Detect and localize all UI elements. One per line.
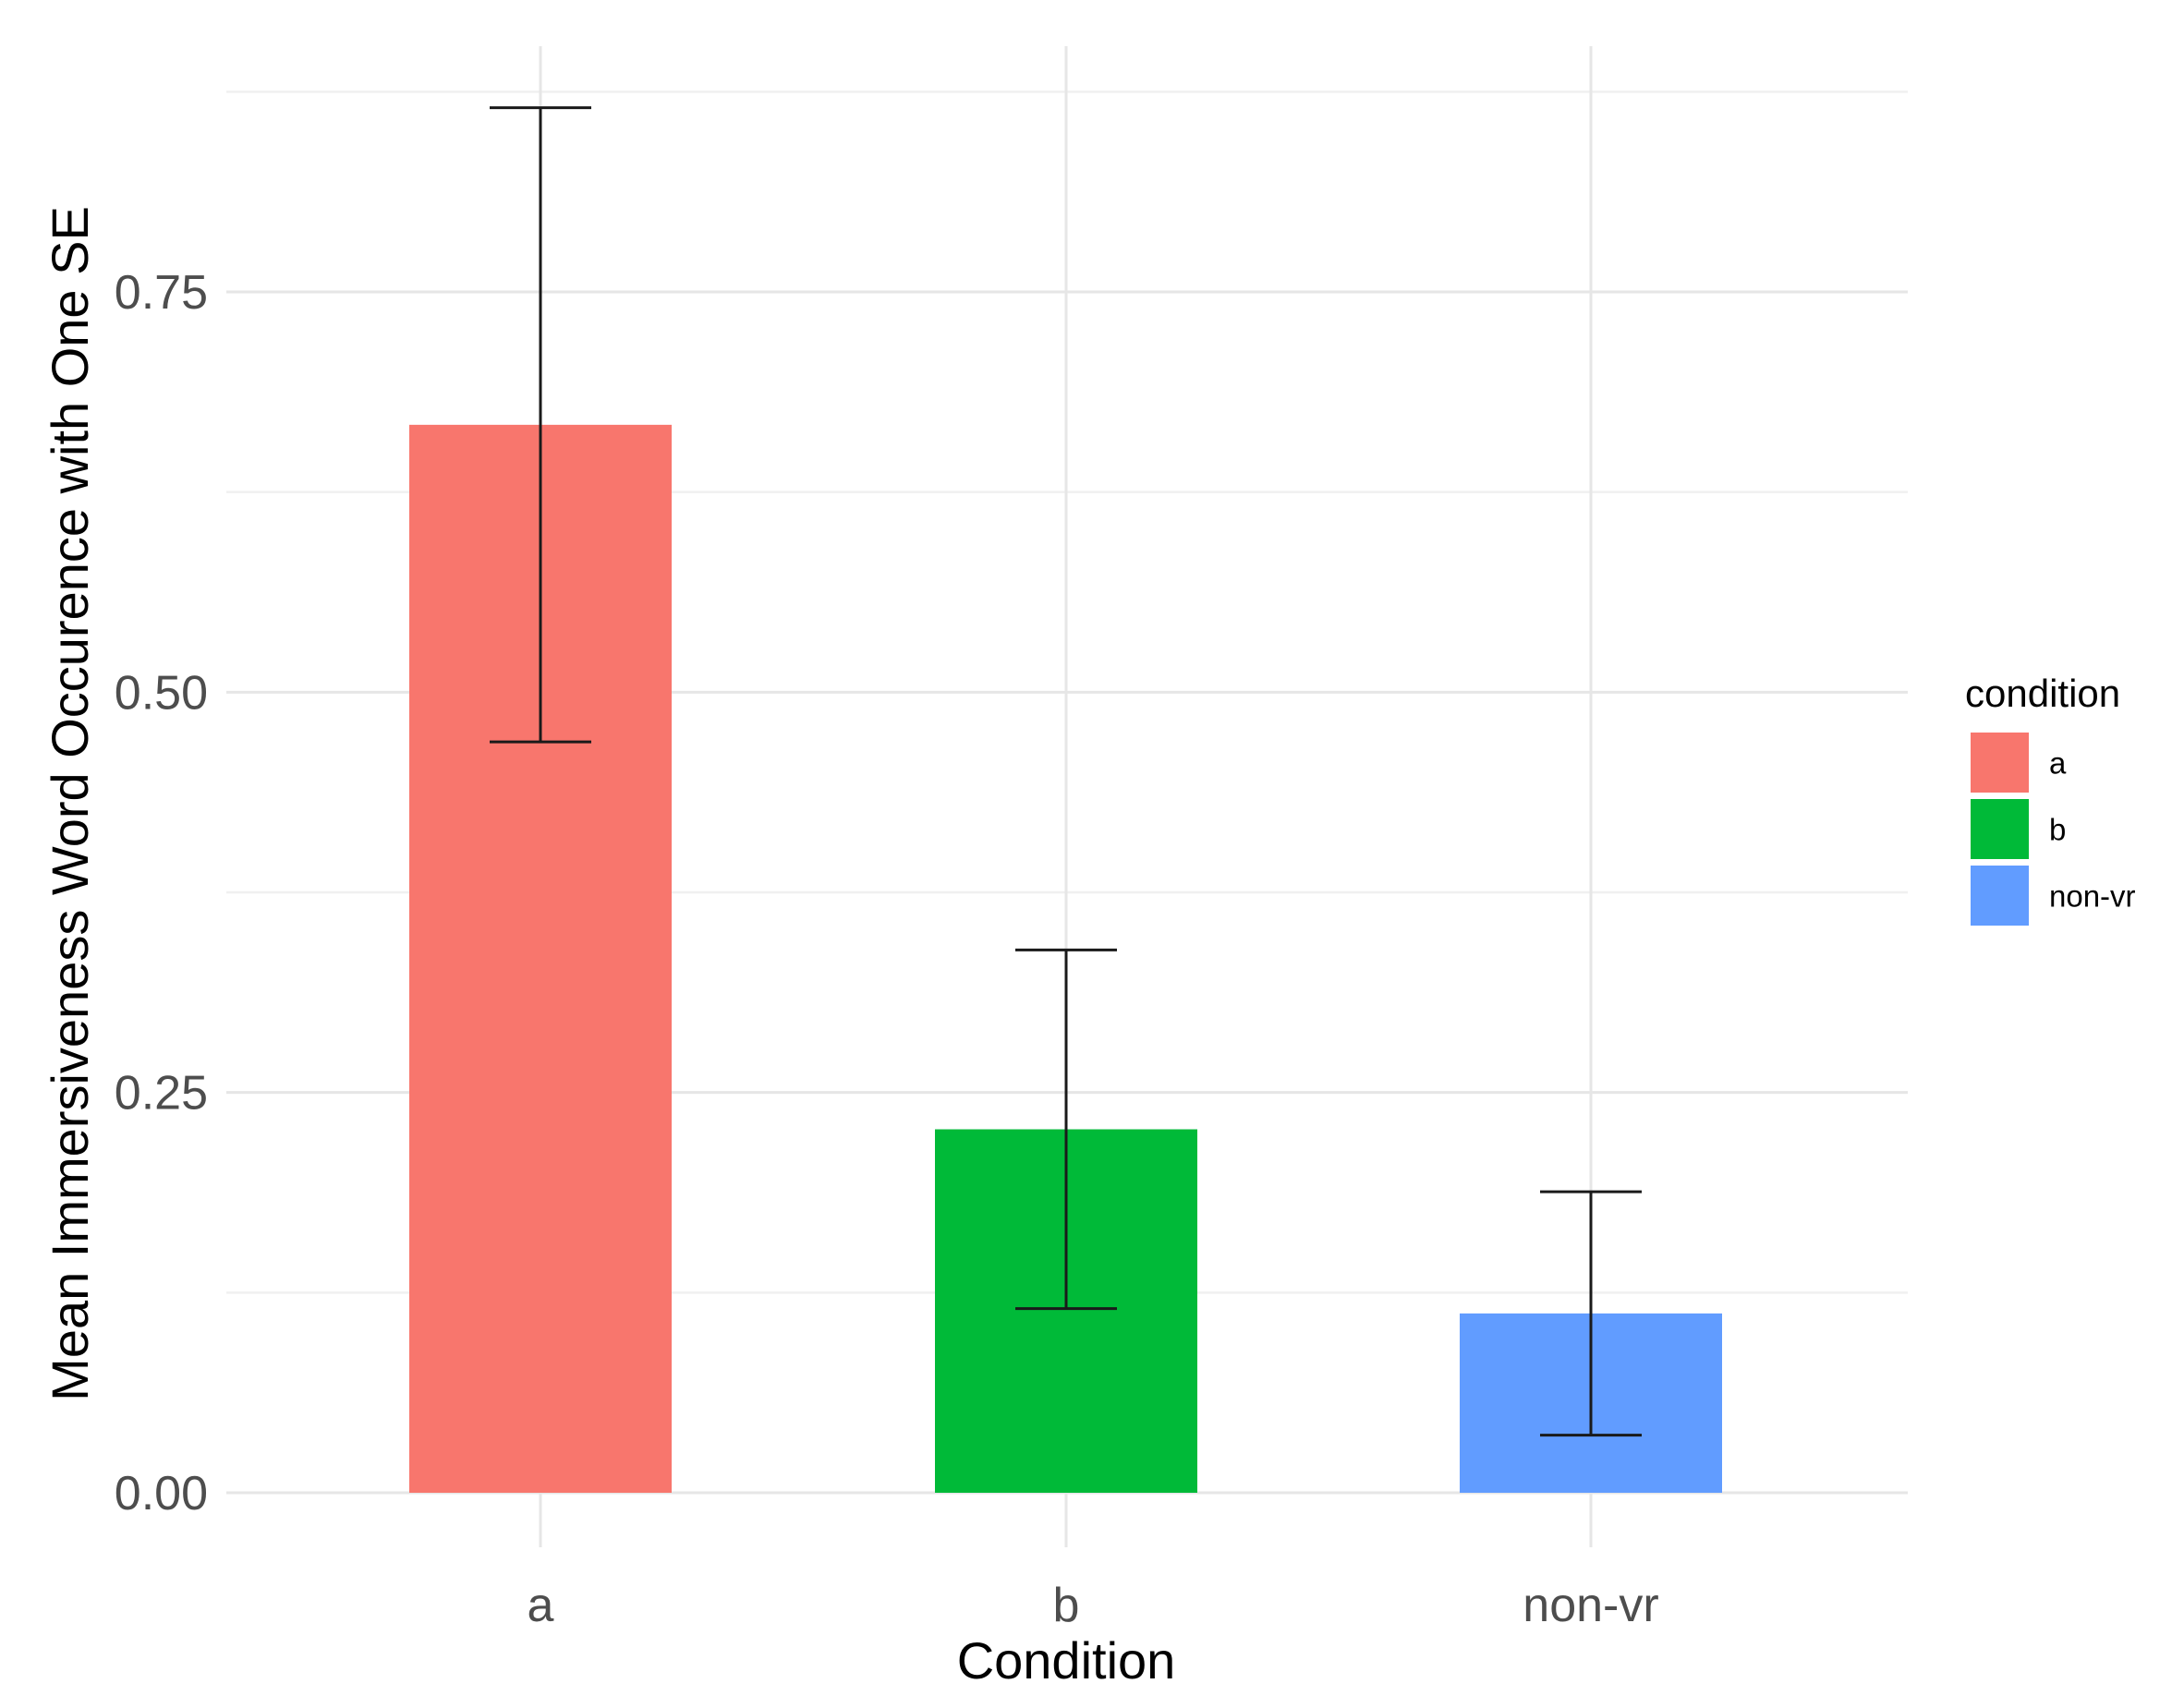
error-bars [490, 106, 1642, 1437]
x-tick-label: b [1053, 1579, 1080, 1632]
x-tick-labels: a b non-vr [528, 1579, 1659, 1632]
legend-title: condition [1965, 672, 2120, 715]
legend-key-b [1971, 799, 2029, 859]
legend-key-a [1971, 733, 2029, 793]
x-tick-label: non-vr [1523, 1579, 1658, 1632]
legend-label-b: b [2049, 813, 2066, 847]
y-tick-label: 0.00 [115, 1467, 208, 1520]
legend-key-non-vr [1971, 866, 2029, 926]
legend: condition ab non-vr [1965, 672, 2136, 926]
x-axis-title: Condition [957, 1631, 1176, 1690]
y-tick-label: 0.25 [115, 1067, 208, 1120]
legend-items: ab non-vr [1971, 733, 2136, 926]
y-tick-label: 0.50 [115, 666, 208, 720]
y-tick-label: 0.75 [115, 266, 208, 320]
legend-label-a: a [2049, 746, 2067, 781]
y-axis-title: Mean Immersiveness Word Occurence with O… [41, 206, 99, 1401]
x-tick-label: a [528, 1579, 554, 1632]
bars [409, 424, 1722, 1493]
y-tick-labels: 0.00 0.25 0.50 0.75 [115, 266, 208, 1520]
legend-label-non-vr: non-vr [2049, 879, 2136, 914]
